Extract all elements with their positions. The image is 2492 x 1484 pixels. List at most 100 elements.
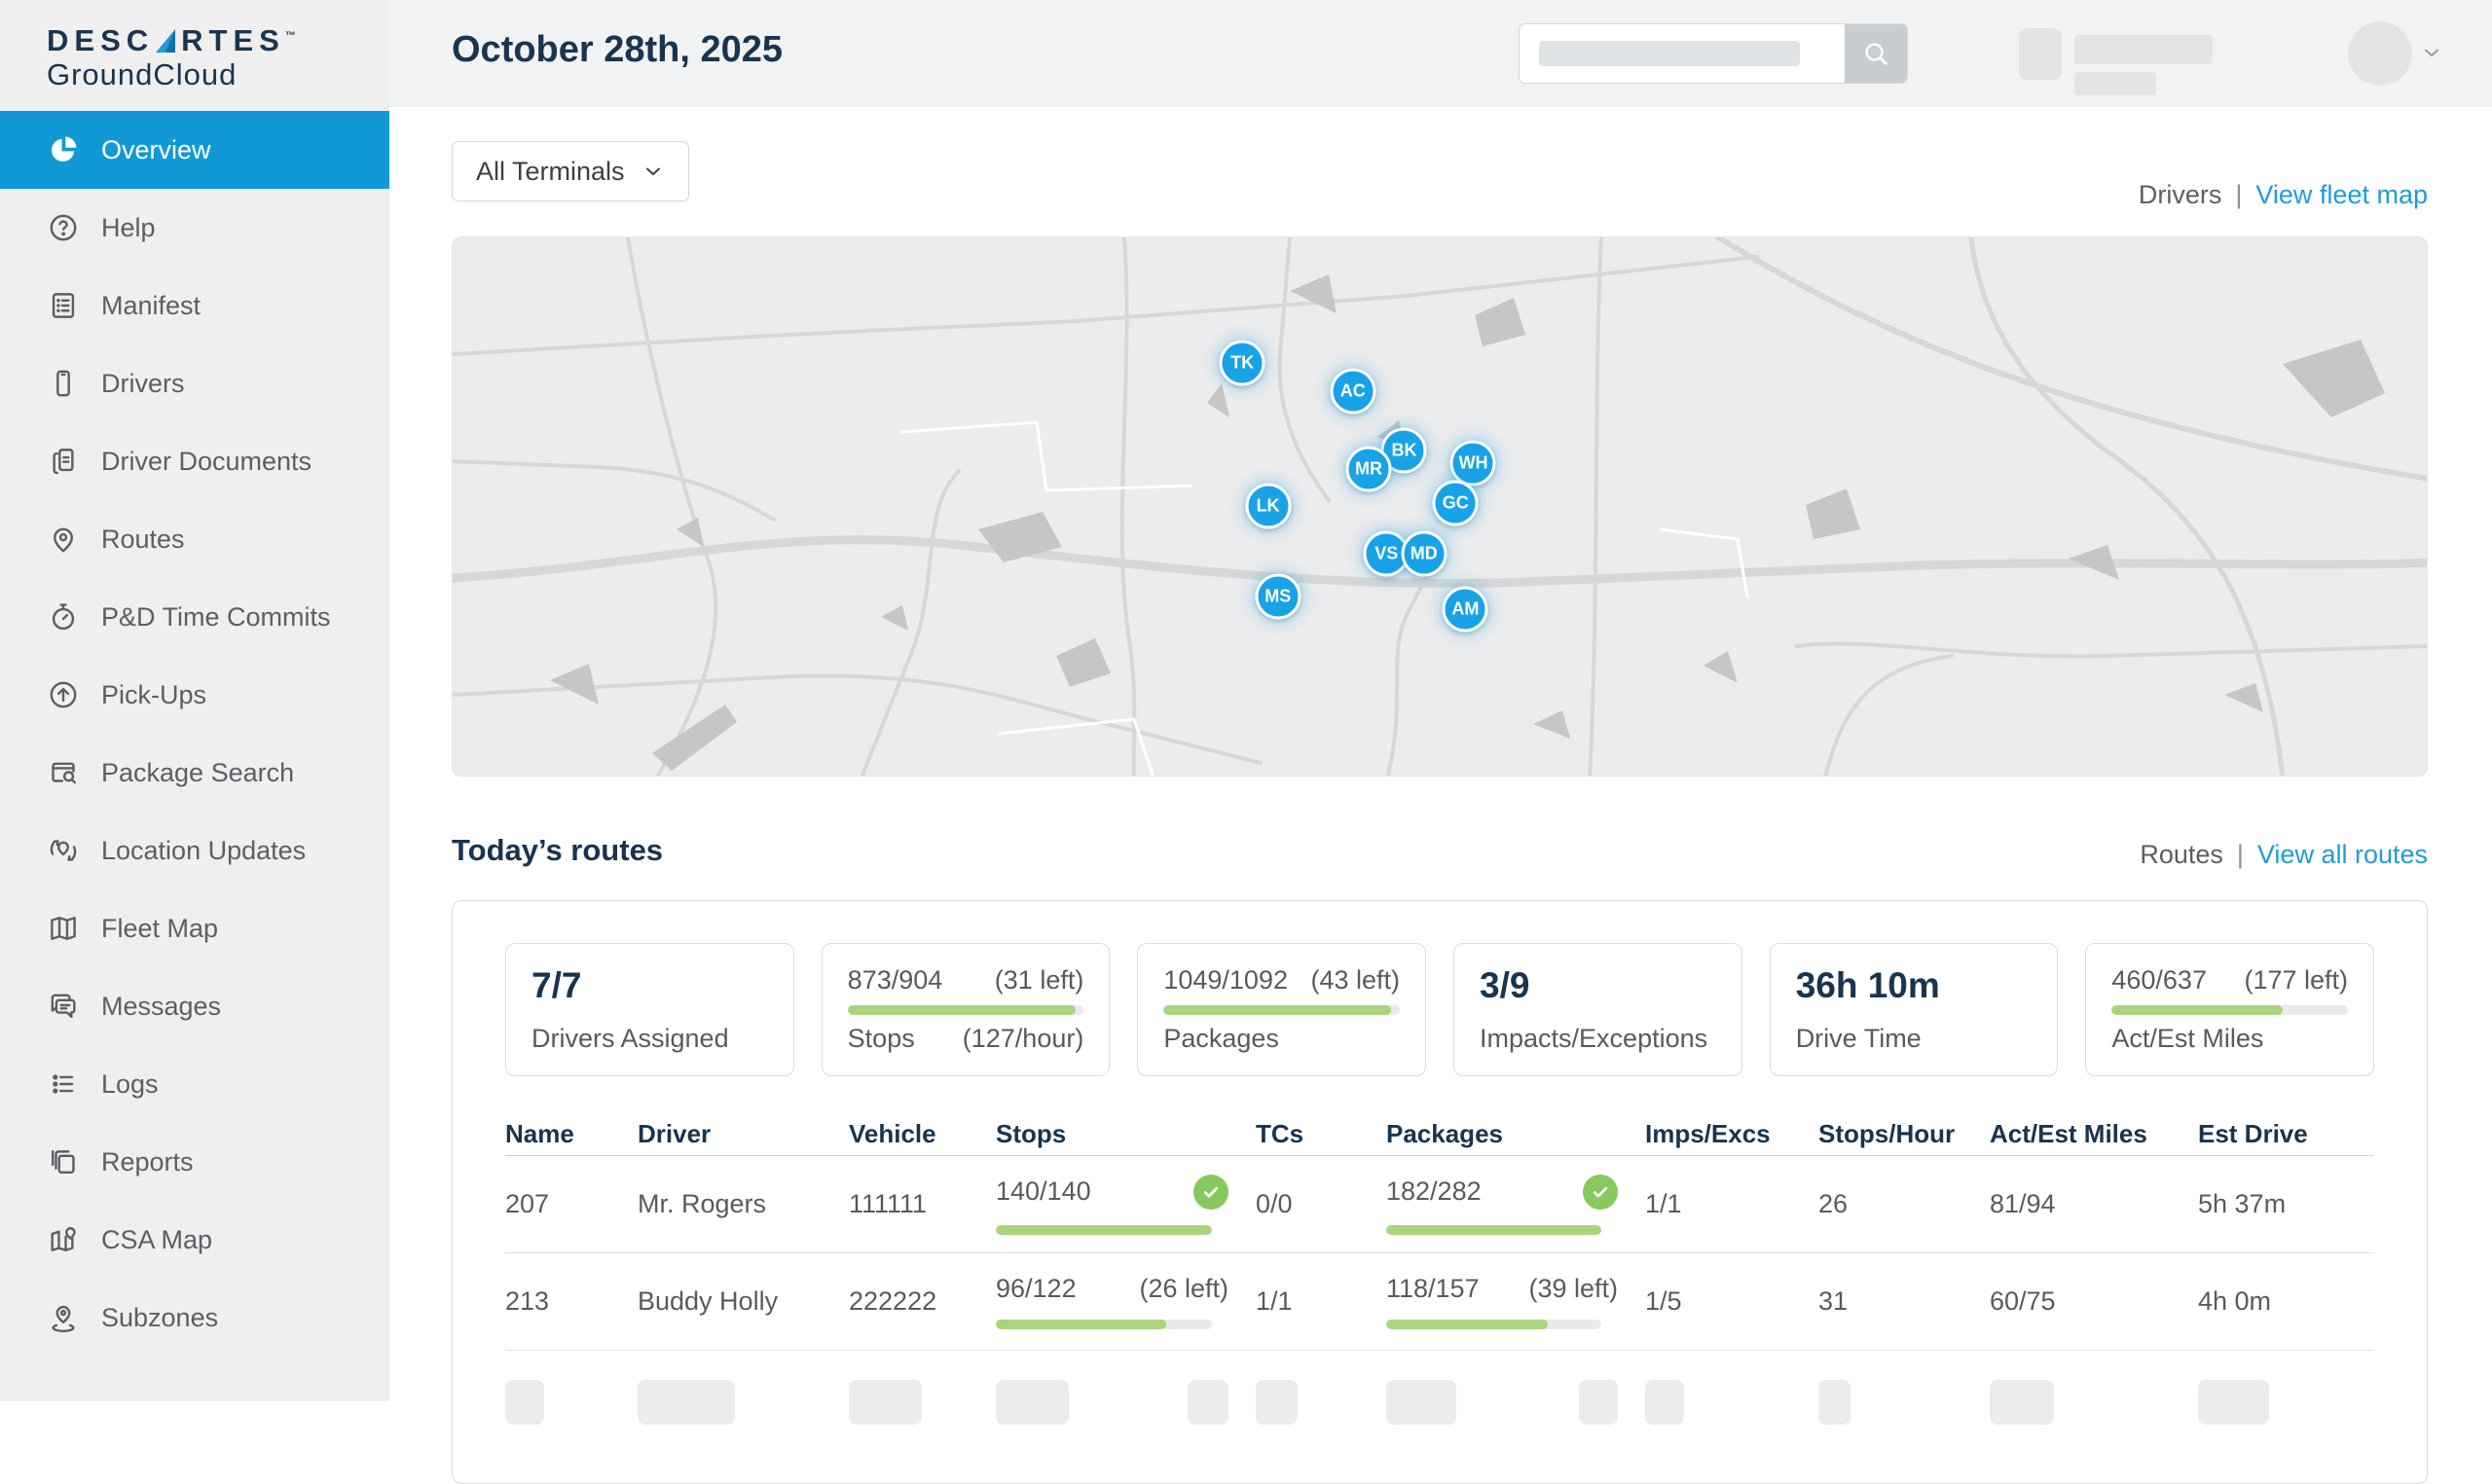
sidebar-item[interactable]: Pick-Ups: [0, 656, 389, 734]
column-header: Packages: [1386, 1119, 1503, 1148]
sidebar-item[interactable]: Subzones: [0, 1279, 389, 1357]
table-row[interactable]: 213 Buddy Holly 222222 96/122 (26 left): [505, 1253, 2374, 1351]
stat-card-drivers-assigned: 7/7 Drivers Assigned: [505, 943, 794, 1076]
search-input[interactable]: [1519, 23, 1908, 84]
sidebar-item[interactable]: Driver Documents: [0, 422, 389, 500]
fleet-map-preview[interactable]: TK AC BK MR WH GC: [452, 236, 2428, 777]
routes-summary-card: 7/7 Drivers Assigned 873/904 (31 left) S…: [452, 900, 2428, 1484]
column-header: Driver: [638, 1119, 712, 1148]
column-header: TCs: [1256, 1119, 1304, 1148]
stops-progress-bar: [847, 1004, 1084, 1015]
sidebar-item[interactable]: Help: [0, 189, 389, 267]
stops-per-hour-cell: 26: [1818, 1189, 1849, 1218]
driver-marker-code: WH: [1458, 452, 1488, 473]
driver-marker[interactable]: LK: [1245, 483, 1292, 529]
sidebar-item[interactable]: Routes: [0, 500, 389, 578]
sidebar-item-label: Help: [101, 212, 156, 242]
driver-marker[interactable]: MS: [1255, 573, 1301, 620]
sidebar-item-label: Fleet Map: [101, 913, 219, 943]
stat-cards: 7/7 Drivers Assigned 873/904 (31 left) S…: [505, 943, 2375, 1076]
drivers-assigned-label: Drivers Assigned: [531, 1024, 729, 1053]
table-row[interactable]: 207 Mr. Rogers 111111 140/140: [505, 1156, 2374, 1253]
stops-value: 140/140: [996, 1176, 1091, 1206]
stat-card-impacts-exceptions: 3/9 Impacts/Exceptions: [1453, 943, 1742, 1076]
driver-marker[interactable]: TK: [1219, 340, 1265, 386]
column-header: Name: [505, 1119, 574, 1148]
skeleton-block: [505, 1380, 544, 1425]
terminal-filter-dropdown[interactable]: All Terminals: [452, 141, 689, 201]
packages-left: (43 left): [1310, 965, 1401, 995]
stops-progress-bar: [996, 1224, 1212, 1235]
brand-logo: DESC RTES ™ GroundCloud: [0, 0, 389, 92]
driver-cell: Mr. Rogers: [638, 1189, 767, 1218]
skeleton-block: [638, 1380, 735, 1425]
driver-marker-code: MS: [1264, 586, 1292, 606]
routes-table: Name Driver Vehicle Stops TCs Packages I…: [505, 1113, 2374, 1425]
sidebar-item[interactable]: Location Updates: [0, 812, 389, 889]
routes-table-header: Name Driver Vehicle Stops TCs Packages I…: [505, 1113, 2374, 1156]
driver-marker[interactable]: MR: [1345, 446, 1392, 492]
sidebar-item[interactable]: P&D Time Commits: [0, 578, 389, 656]
stops-rate: (127/hour): [962, 1024, 1084, 1053]
sidebar-item-label: Subzones: [101, 1302, 219, 1332]
driver-marker[interactable]: WH: [1449, 440, 1496, 487]
brand-name-prefix: DESC: [47, 23, 155, 57]
skeleton-block: [1990, 1380, 2054, 1425]
packages-left-note: (39 left): [1528, 1274, 1618, 1303]
sidebar-item[interactable]: Manifest: [0, 267, 389, 344]
account-chevron-down-icon[interactable]: [2420, 41, 2443, 64]
driver-marker[interactable]: AC: [1330, 368, 1376, 415]
sidebar-item[interactable]: Package Search: [0, 734, 389, 812]
map-graphic: [453, 237, 2427, 776]
driver-marker[interactable]: GC: [1432, 480, 1479, 526]
main-content: All Terminals Drivers | View fleet map: [389, 107, 2492, 1484]
stops-cell: 96/122 (26 left): [996, 1274, 1256, 1329]
impacts-label: Impacts/Exceptions: [1480, 1024, 1708, 1053]
sidebar-item-label: CSA Map: [101, 1224, 213, 1254]
driver-marker[interactable]: AM: [1442, 586, 1488, 633]
column-header: Stops: [996, 1119, 1067, 1148]
sidebar-item[interactable]: Logs: [0, 1045, 389, 1123]
miles-progress-bar: [2111, 1004, 2349, 1015]
driver-marker[interactable]: MD: [1401, 530, 1448, 577]
sidebar-nav: Overview Help Manifest Drivers Driver Do…: [0, 111, 389, 1357]
route-name-cell: 207: [505, 1189, 550, 1218]
driver-marker[interactable]: BK: [1380, 427, 1427, 474]
avatar[interactable]: [2348, 21, 2412, 86]
search-button[interactable]: [1845, 24, 1907, 83]
skeleton-block: [1386, 1380, 1456, 1425]
stat-card-packages: 1049/1092 (43 left) Packages: [1137, 943, 1427, 1076]
column-header: Est Drive: [2198, 1119, 2308, 1148]
skeleton-block: [1256, 1380, 1298, 1425]
vehicle-cell: 111111: [849, 1189, 928, 1218]
driver-cell: Buddy Holly: [638, 1286, 779, 1316]
skeleton-block: [1579, 1380, 1618, 1425]
stops-left: (31 left): [994, 965, 1084, 995]
sidebar-item[interactable]: Reports: [0, 1123, 389, 1201]
sidebar-item-label: Routes: [101, 524, 185, 554]
sidebar-item-label: Messages: [101, 991, 222, 1021]
route-name-cell: 213: [505, 1286, 550, 1316]
map-minor-roads: [899, 420, 1749, 776]
map-roads: [453, 237, 2427, 776]
stops-progress-bar: [996, 1320, 1212, 1329]
sidebar-item[interactable]: CSA Map: [0, 1201, 389, 1279]
driver-marker-code: TK: [1230, 352, 1255, 373]
subzone-pin-icon: [47, 1301, 80, 1334]
stops-value: 96/122: [996, 1274, 1077, 1303]
sidebar-item-label: Pick-Ups: [101, 679, 207, 709]
view-fleet-map-link[interactable]: View fleet map: [2255, 180, 2428, 209]
drivers-assigned-value: 7/7: [531, 965, 582, 1005]
driver-marker-code: MR: [1354, 458, 1382, 479]
skeleton-block: [849, 1380, 922, 1425]
drivers-label: Drivers: [2138, 180, 2222, 209]
view-all-routes-link[interactable]: View all routes: [2256, 840, 2428, 869]
sidebar-item[interactable]: Fleet Map: [0, 889, 389, 967]
chat-bubbles-icon: [47, 990, 80, 1023]
sidebar-item[interactable]: Drivers: [0, 344, 389, 422]
sidebar-item[interactable]: Messages: [0, 967, 389, 1045]
stops-value: 873/904: [847, 965, 943, 995]
link-divider: |: [2236, 840, 2244, 869]
sidebar-item[interactable]: Overview: [0, 111, 389, 189]
stops-left-note: (26 left): [1139, 1274, 1228, 1303]
